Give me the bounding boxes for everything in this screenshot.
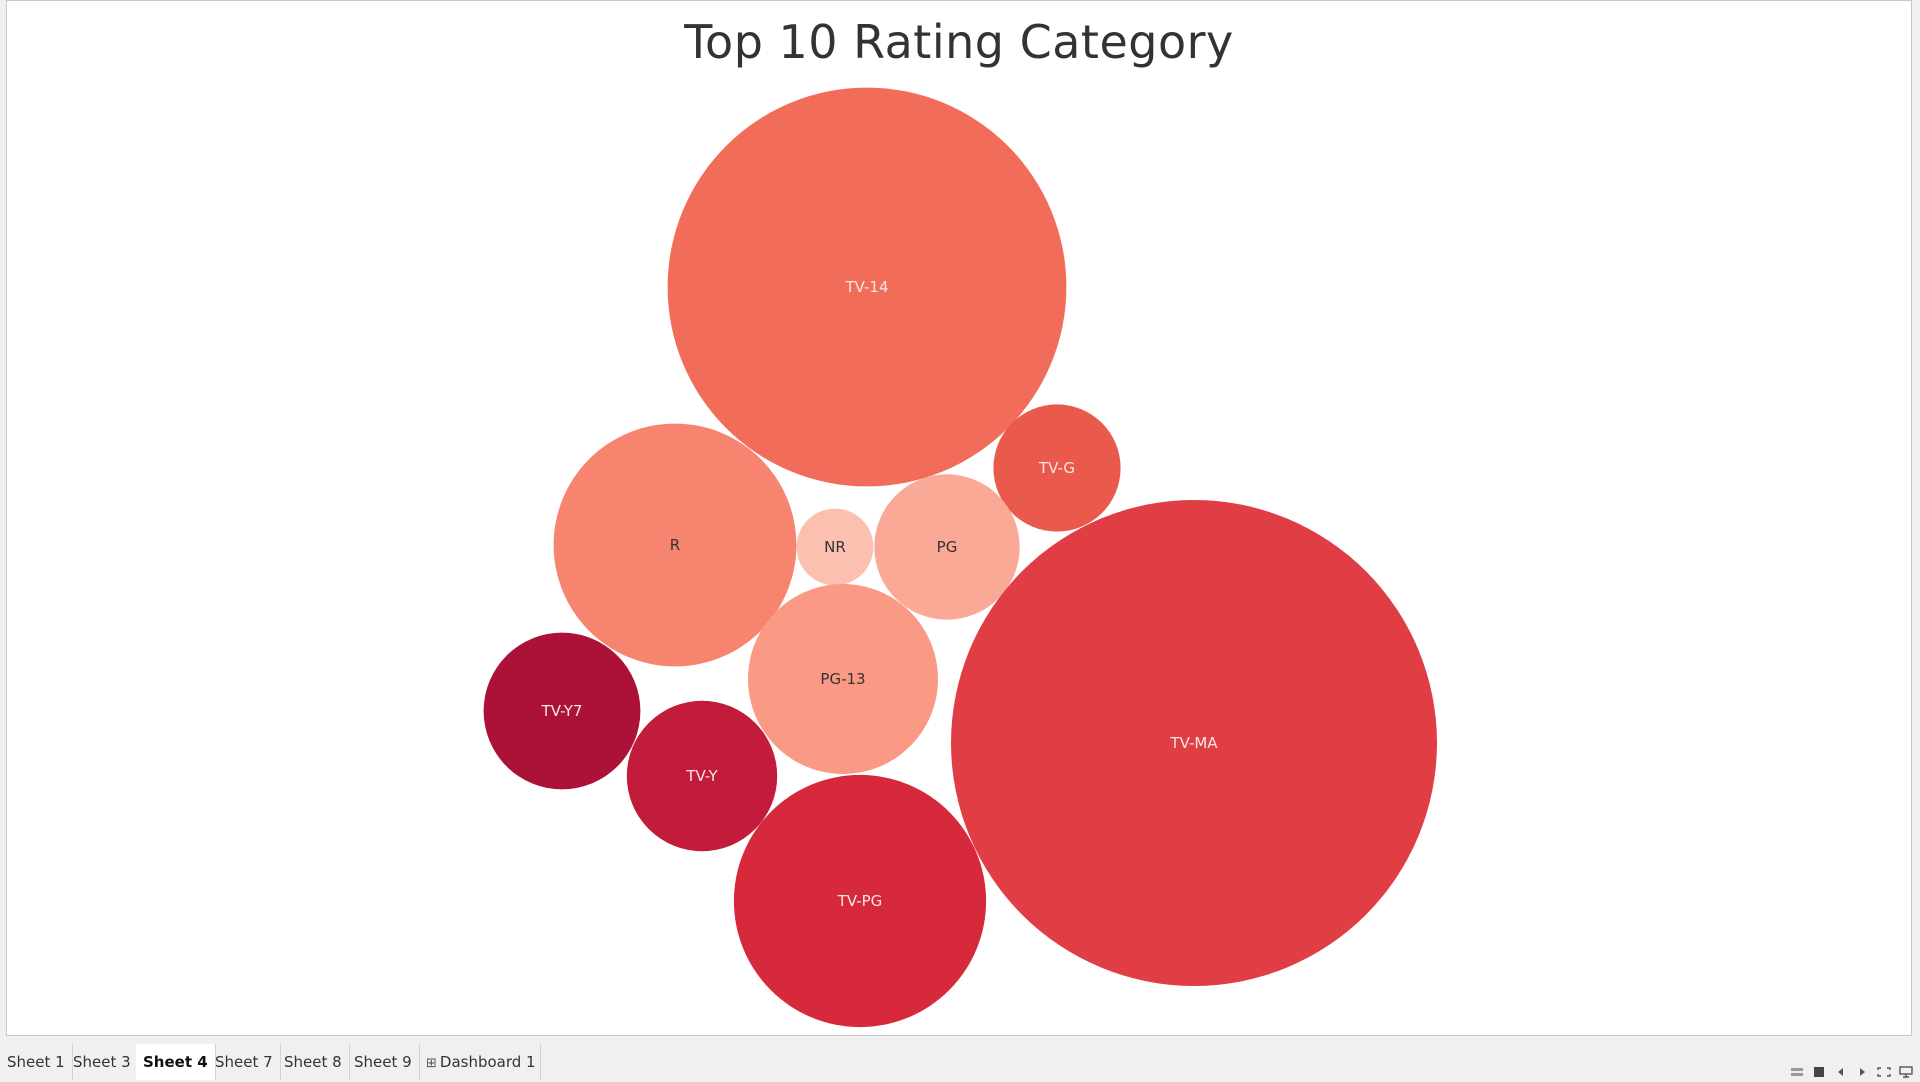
previous-sheet-icon[interactable] bbox=[1834, 1066, 1848, 1080]
bubble-nr[interactable]: NR bbox=[796, 508, 874, 586]
viz-area: Top 10 Rating Category TV-14 TV-G R NR PG PG-… bbox=[6, 0, 1912, 1036]
bubble-circle-pg-13[interactable] bbox=[748, 584, 938, 774]
tab-sheet-7[interactable]: Sheet 7 bbox=[208, 1044, 281, 1080]
tab-label: Dashboard 1 bbox=[439, 1053, 536, 1071]
show-tabs-icon[interactable] bbox=[1790, 1066, 1804, 1080]
bubble-circle-tv-y[interactable] bbox=[626, 700, 778, 852]
bubble-chart: TV-14 TV-G R NR PG PG-13 TV-MA TV-Y7 TV-Y TV-PG bbox=[483, 87, 1437, 1028]
tab-label: Sheet 8 bbox=[284, 1053, 342, 1071]
next-sheet-icon[interactable] bbox=[1855, 1066, 1869, 1080]
bubble-label-pg: PG bbox=[937, 538, 958, 556]
sheet-tab-bar: Sheet 1 Sheet 3 Sheet 4 Sheet 7 Sheet 8 … bbox=[0, 1044, 1920, 1080]
tab-sheet-9[interactable]: Sheet 9 bbox=[347, 1044, 420, 1080]
bubble-pg-13[interactable]: PG-13 bbox=[748, 584, 938, 774]
bubble-circle-r[interactable] bbox=[553, 423, 797, 667]
tab-label: Sheet 4 bbox=[143, 1053, 208, 1071]
bubble-circle-nr[interactable] bbox=[796, 508, 874, 586]
bubble-circle-pg[interactable] bbox=[874, 474, 1020, 620]
bubble-label-pg-13: PG-13 bbox=[820, 670, 865, 688]
bubble-label-r: R bbox=[670, 536, 680, 554]
tab-sheet-4[interactable]: Sheet 4 bbox=[136, 1044, 216, 1080]
presentation-mode-icon[interactable] bbox=[1898, 1066, 1914, 1080]
bubble-label-tv-y: TV-Y bbox=[685, 767, 718, 785]
bubble-label-tv-y7: TV-Y7 bbox=[541, 702, 583, 720]
tab-label: Sheet 9 bbox=[354, 1053, 412, 1071]
bubble-label-nr: NR bbox=[824, 538, 846, 556]
bubble-circle-tv-y7[interactable] bbox=[483, 632, 641, 790]
tab-label: Sheet 7 bbox=[215, 1053, 273, 1071]
chart-title: Top 10 Rating Category bbox=[684, 15, 1234, 69]
show-sheet-icon[interactable] bbox=[1812, 1066, 1826, 1080]
tab-sheet-1[interactable]: Sheet 1 bbox=[0, 1044, 73, 1080]
tab-sheet-3[interactable]: Sheet 3 bbox=[66, 1044, 139, 1080]
tab-dashboard-1[interactable]: ⊞ Dashboard 1 bbox=[419, 1044, 541, 1080]
bubble-circle-tv-g[interactable] bbox=[993, 404, 1121, 532]
bubble-label-tv-ma: TV-MA bbox=[1169, 734, 1218, 752]
bubble-label-tv-g: TV-G bbox=[1038, 459, 1075, 477]
tab-label: Sheet 1 bbox=[7, 1053, 65, 1071]
bubble-tv-pg[interactable]: TV-PG bbox=[733, 774, 987, 1028]
bubble-r[interactable]: R bbox=[553, 423, 797, 667]
tab-label: Sheet 3 bbox=[73, 1053, 131, 1071]
dashboard-grid-icon: ⊞ bbox=[426, 1056, 437, 1071]
bubble-circle-tv-14[interactable] bbox=[667, 87, 1067, 487]
bubble-circle-tv-ma[interactable] bbox=[951, 500, 1437, 986]
bubble-label-tv-14: TV-14 bbox=[844, 278, 888, 296]
bubble-tv-y7[interactable]: TV-Y7 bbox=[483, 632, 641, 790]
bubble-tv-y[interactable]: TV-Y bbox=[626, 700, 778, 852]
fit-window-icon[interactable] bbox=[1876, 1066, 1892, 1080]
bubble-tv-14[interactable]: TV-14 bbox=[667, 87, 1067, 487]
bubble-circle-tv-pg[interactable] bbox=[733, 774, 987, 1028]
bubble-tv-g[interactable]: TV-G bbox=[993, 404, 1121, 532]
bubble-label-tv-pg: TV-PG bbox=[837, 892, 883, 910]
bubble-tv-ma[interactable]: TV-MA bbox=[951, 500, 1437, 986]
tab-sheet-8[interactable]: Sheet 8 bbox=[277, 1044, 350, 1080]
bubble-pg[interactable]: PG bbox=[874, 474, 1020, 620]
